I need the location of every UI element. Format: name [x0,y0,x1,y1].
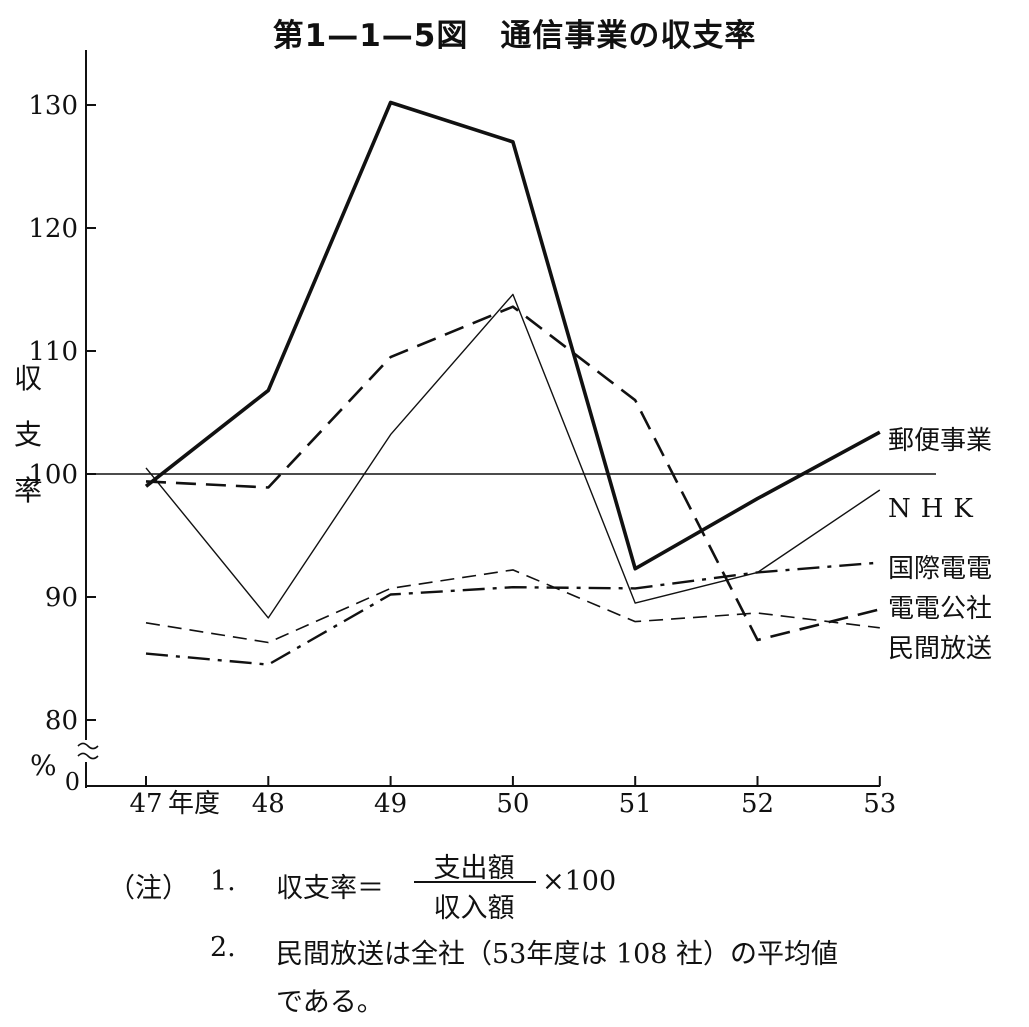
note-label: （注） [108,873,189,904]
axes [77,50,881,788]
series-label-4: 電電公社 [888,594,992,624]
axis-break-mark-2 [77,752,99,760]
x-tick-label-53: 53 [863,789,896,819]
series-label-3: 国際電電 [888,554,992,584]
series-line-1 [144,100,881,571]
note-2-number: 2. [210,932,236,963]
y-tick-label-120: 120 [28,214,78,244]
y-tick-label-100: 100 [28,460,78,490]
y-tick-label-130: 130 [28,91,78,121]
note-1-lhs: 収支率＝ [276,873,384,904]
note-2-text-line2: である。 [276,987,384,1018]
x-tick-label-51: 51 [619,789,652,819]
y-unit-label: % [30,749,57,782]
note-1-number: 1. [210,866,236,897]
series-label-5: 民間放送 [888,634,992,664]
x-tick-label-52: 52 [741,789,774,819]
x-tick-label-47: 47 [129,789,162,819]
x-tick-label-49: 49 [374,789,407,819]
series-label-1: 郵便事業 [888,426,992,456]
axis-break-mark-1 [77,742,99,750]
y-axis-title-char-3: 率 [14,474,42,507]
series-group [144,100,881,666]
series-line-4 [145,561,880,666]
x-tick-label-48: 48 [252,789,285,819]
note-2-text-line1: 民間放送は全社（53年度は 108 社）の平均値 [276,939,839,970]
series-line-5 [145,569,880,644]
y-tick-label-90: 90 [45,583,78,613]
note-1-factor: ×100 [542,866,617,897]
y-zero-label: 0 [65,768,80,796]
chart-title: 第1—1—5図 通信事業の収支率 [272,18,757,54]
labels-group: 80 90 100 110 120 130% 0 収支率 47 48 49 50 51 52 53 年度 郵便事… [14,91,992,819]
x-unit-label: 年度 [168,789,220,819]
note-1-numerator: 支出額 [433,853,515,884]
y-axis-title-char-2: 支 [14,418,42,451]
x-tick-label-50: 50 [496,789,529,819]
y-tick-label-110: 110 [28,337,78,367]
fraction-bar [414,881,536,883]
note-1-denominator: 収入額 [433,893,515,924]
series-label-2: NHK [888,494,983,524]
y-axis-title-char-1: 収 [14,362,42,395]
y-tick-label-80: 80 [45,706,78,736]
